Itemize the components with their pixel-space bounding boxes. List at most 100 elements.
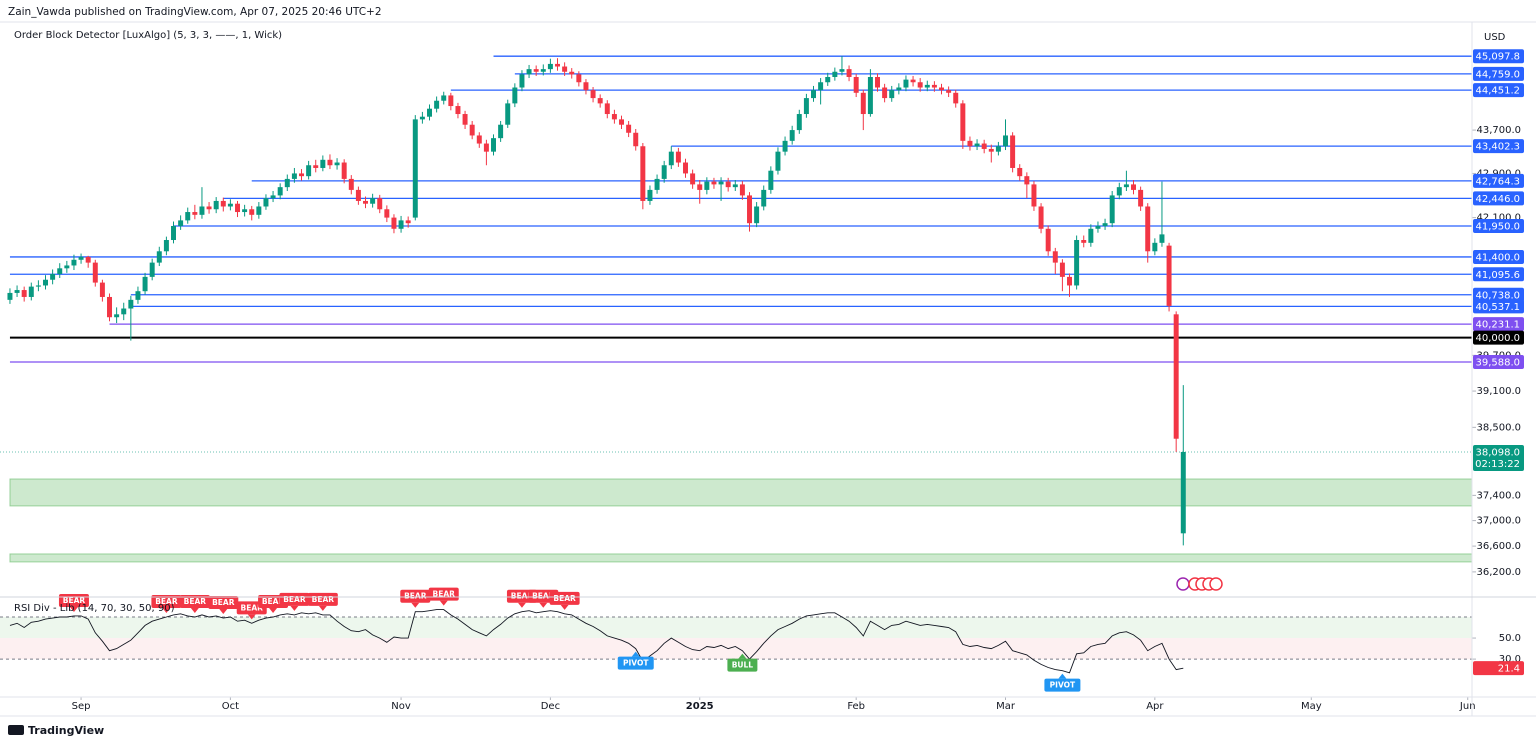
- candle-body: [917, 82, 923, 88]
- y-tick-label: 37,000.0: [1476, 516, 1521, 527]
- candle-body: [768, 170, 774, 190]
- candle-body: [924, 84, 930, 88]
- signal-pointer: [69, 606, 78, 612]
- signal-pointer: [631, 651, 640, 657]
- level-label: 39,588.0: [1475, 357, 1520, 368]
- x-tick-label: May: [1301, 701, 1322, 712]
- last-price-box: [1473, 444, 1524, 471]
- candle-body: [92, 262, 98, 283]
- candle-body: [249, 209, 255, 215]
- candle-body: [1123, 184, 1129, 188]
- candle-body: [690, 173, 696, 185]
- candle-body: [903, 79, 909, 88]
- signal-box: [279, 592, 310, 606]
- candle-body: [540, 69, 546, 72]
- signal-box: [179, 595, 210, 608]
- level-label-box: [1473, 287, 1524, 302]
- candle-body: [192, 212, 198, 215]
- candle-body: [839, 69, 845, 72]
- y-tick-label: 36,200.0: [1476, 567, 1521, 578]
- y-tick-label: 39,100.0: [1476, 386, 1521, 397]
- signal: BEAR: [179, 595, 210, 613]
- level-label-box: [1473, 66, 1524, 81]
- candle-body: [1116, 187, 1122, 196]
- signal-box: [617, 656, 654, 670]
- candle-body: [391, 217, 397, 229]
- signal-label: BEAR: [553, 594, 576, 603]
- candle-body: [960, 103, 966, 141]
- candle-body: [71, 259, 77, 266]
- level-label-box: [1473, 330, 1524, 345]
- candle-body: [946, 90, 952, 93]
- level-label: 41,400.0: [1475, 252, 1520, 263]
- candle-body: [505, 103, 511, 125]
- signal-label: BEAR: [155, 597, 178, 606]
- y-tick-label: 30.0: [1499, 654, 1521, 665]
- candle-body: [604, 103, 610, 115]
- candle-body: [981, 143, 987, 149]
- candle-body: [1031, 184, 1037, 207]
- candle-body: [419, 116, 425, 120]
- signal-label: PIVOT: [1050, 681, 1076, 690]
- candle-body: [803, 98, 809, 115]
- x-tick-label: 2025: [686, 701, 714, 712]
- signal: BEAR: [307, 592, 338, 611]
- candle-body: [512, 87, 518, 104]
- signal-label: PIVOT: [623, 659, 649, 668]
- x-tick-label: Sep: [72, 701, 91, 712]
- level-label-box: [1473, 317, 1524, 332]
- rsi-band: [0, 617, 1472, 639]
- level-label-box: [1473, 218, 1524, 233]
- candle-body: [1045, 228, 1051, 252]
- level-label-box: [1473, 354, 1524, 369]
- candle-body: [227, 203, 233, 207]
- publisher: Zain_Vawda published on TradingView.com,…: [8, 6, 382, 18]
- candle-body: [611, 114, 617, 120]
- candle-body: [875, 76, 880, 88]
- candle-body: [583, 82, 589, 91]
- candle-body: [64, 265, 70, 269]
- candle-body: [654, 178, 660, 190]
- candle-body: [263, 198, 269, 207]
- candle-body: [171, 225, 176, 241]
- candle-body: [1166, 245, 1172, 306]
- candle-body: [220, 200, 226, 207]
- candle-body: [555, 63, 560, 67]
- signal-pointer: [517, 602, 526, 608]
- candle-body: [732, 184, 738, 188]
- candle-body: [1074, 240, 1080, 286]
- y-tick-label: 43,700.0: [1476, 125, 1521, 136]
- signal-label: BEAR: [262, 597, 285, 606]
- level-label: 40,738.0: [1475, 290, 1520, 301]
- level-label: 42,446.0: [1475, 194, 1520, 205]
- candle-body: [747, 195, 752, 224]
- front-layer: 45,097.8 44,759.0 44,451.2 43,402.3 42,764.3…: [58, 49, 1524, 712]
- candle-body: [704, 181, 710, 190]
- candle-body: [1052, 251, 1058, 263]
- candle-body: [405, 220, 411, 224]
- candle-body: [370, 198, 376, 204]
- level-label: 40,000.0: [1475, 333, 1520, 344]
- candle-body: [1081, 240, 1087, 243]
- level-label: 40,231.1: [1475, 320, 1520, 331]
- candle-body: [761, 189, 767, 207]
- candle-body: [163, 240, 169, 252]
- candle-body: [882, 87, 888, 99]
- x-tick-label: Mar: [996, 701, 1016, 712]
- candle-body: [754, 206, 760, 224]
- signal: BEAR: [208, 596, 239, 615]
- candle-body: [142, 276, 148, 292]
- candle-body: [718, 181, 724, 185]
- signal: BEAR: [549, 591, 580, 610]
- candle-body: [1017, 167, 1023, 177]
- candle-body: [910, 79, 916, 83]
- candle-body: [114, 314, 120, 318]
- candle-body: [348, 178, 354, 190]
- candle-body: [619, 119, 624, 125]
- candle-body: [1109, 195, 1115, 224]
- candle-body: [711, 181, 717, 185]
- candle-body: [697, 184, 703, 190]
- rsi-band: [0, 638, 1472, 660]
- candle-body: [491, 138, 496, 152]
- currency: USD: [1484, 32, 1506, 43]
